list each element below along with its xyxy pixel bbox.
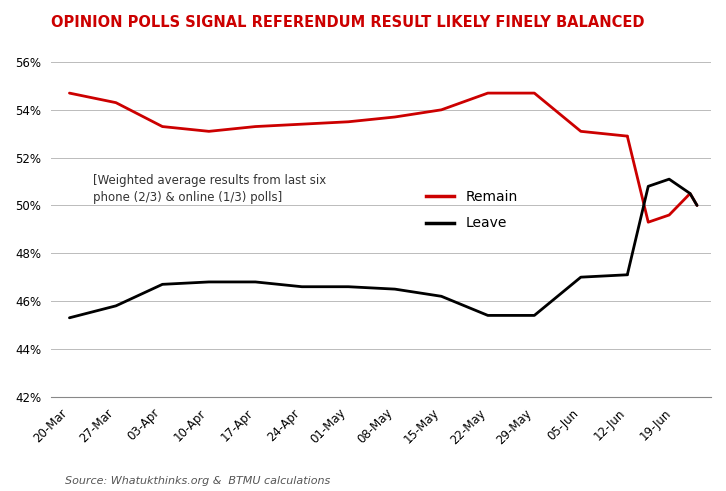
Text: [Weighted average results from last six
phone (2/3) & online (1/3) polls]: [Weighted average results from last six … xyxy=(93,174,326,204)
Text: Source: Whatukthinks.org &  BTMU calculations: Source: Whatukthinks.org & BTMU calculat… xyxy=(65,476,330,486)
Legend: Remain, Leave: Remain, Leave xyxy=(421,185,523,236)
Text: OPINION POLLS SIGNAL REFERENDUM RESULT LIKELY FINELY BALANCED: OPINION POLLS SIGNAL REFERENDUM RESULT L… xyxy=(51,15,645,30)
